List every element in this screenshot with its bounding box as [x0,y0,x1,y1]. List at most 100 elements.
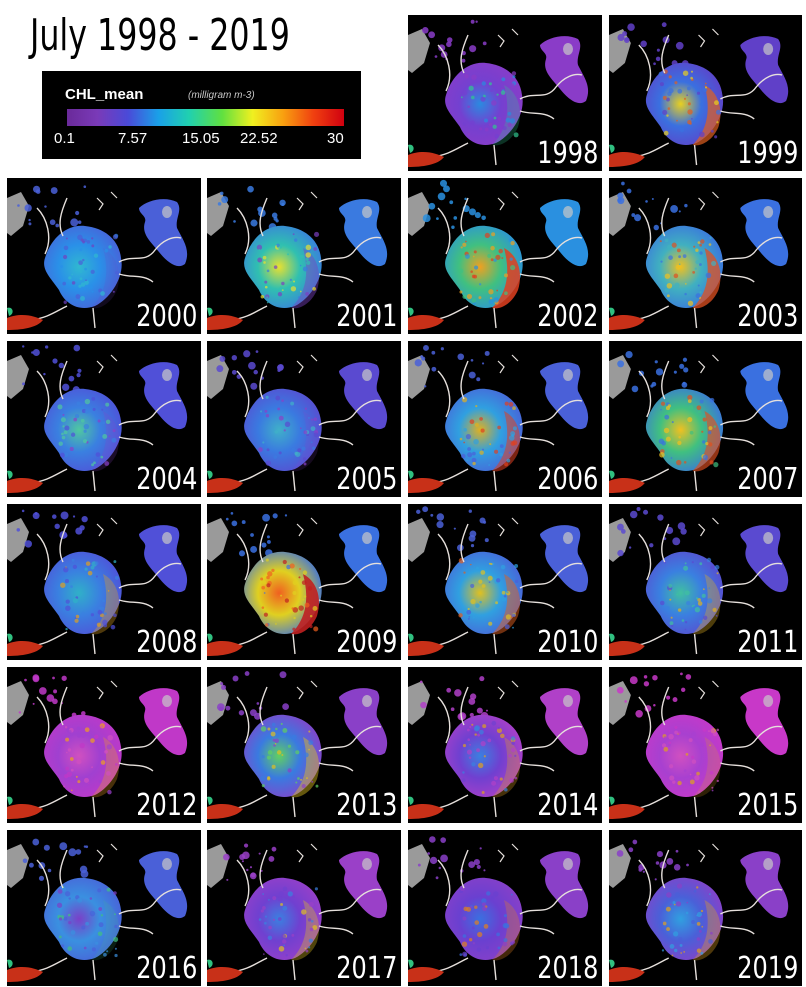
cloud-mask [609,844,631,888]
main-lake [645,225,724,309]
southwest-lake [408,151,444,167]
bloom-hotspot [692,900,721,961]
lake-map [207,185,388,330]
lake-map [7,509,188,656]
southwest-lake [207,966,243,982]
cloud-mask [609,355,631,399]
chlorophyll-map-panel: 2012 [7,667,201,823]
lake-map [609,672,789,819]
bloom-hotspot [692,85,721,146]
southwest-lake [7,803,43,819]
northeast-lake [540,688,589,756]
river-network [230,360,382,492]
lake-map [408,179,589,330]
river-network [230,849,382,981]
bloom-hotspot [692,574,721,635]
northeast-lake [339,851,388,919]
northeast-lake [540,362,589,430]
southwest-lake [7,314,43,330]
river-network [30,523,182,655]
lake-map [7,185,188,330]
chlorophyll-map-panel: 2016 [7,830,201,986]
panel-year-label: 2002 [536,299,598,334]
river-network [431,849,583,981]
bloom-hotspot [91,900,120,961]
southwest-lake [408,966,444,982]
main-lake [445,877,523,961]
cloud-mask [207,681,229,725]
chlorophyll-map-panel: 2018 [408,830,602,986]
river-network [230,197,382,329]
bloom-hotspot [91,411,120,472]
cloud-mask [207,192,229,236]
panel-year-label: 2016 [135,951,197,986]
panel-year-label: 2009 [335,625,397,660]
cloud-mask [408,355,430,399]
chlorophyll-map-panel: 2006 [408,341,602,497]
colorbar-tick-label: 0.1 [54,130,75,147]
chlorophyll-map-panel: 2015 [609,667,802,823]
river-network [230,523,382,655]
lake-map [408,836,589,982]
southwest-lake [408,314,444,330]
bloom-hotspot [492,411,521,472]
southwest-lake [7,966,43,982]
southwest-lake [609,477,645,493]
river-network [431,197,583,329]
river-network [431,686,583,818]
lake-map [408,676,589,819]
panel-year-label: 2015 [736,788,798,823]
cloud-mask [408,29,430,73]
colorbar-tick-label: 15.05 [182,130,220,147]
lake-map [408,19,589,167]
chlorophyll-map-panel: 2001 [207,178,401,334]
main-lake [244,551,322,635]
colorbar-tick-label: 7.57 [118,130,148,147]
chlorophyll-map-panel: 2011 [609,504,802,660]
panel-year-label: 2019 [736,951,798,986]
southwest-lake [609,803,645,819]
lake-map [7,838,188,982]
lake-map [408,344,589,493]
panel-year-label: 2012 [135,788,197,823]
southwest-lake [408,640,444,656]
figure-title: July 1998 - 2019 [30,10,290,61]
southwest-lake [609,151,645,167]
panel-year-label: 2014 [536,788,598,823]
chlorophyll-map-panel: 1999 [609,15,802,171]
main-lake [645,388,724,472]
chlorophyll-map-panel: 1998 [408,15,602,171]
northeast-lake [339,199,388,267]
bloom-hotspot [692,411,721,472]
colorbar-tick-label: 22.52 [240,130,278,147]
chlorophyll-map-panel: 2007 [609,341,802,497]
cloud-mask [7,192,29,236]
bloom-hotspot [291,248,320,309]
bloom-hotspot [91,248,120,309]
lake-map [207,671,388,819]
lake-map [609,507,789,656]
main-lake [645,551,724,635]
legend-variable-label: CHL_mean [65,86,144,103]
northeast-lake [139,199,188,267]
panel-year-label: 1999 [736,136,798,171]
lake-map [408,506,589,656]
chlorophyll-map-panel: 2017 [207,830,401,986]
panel-year-label: 2011 [736,625,798,660]
chlorophyll-map-panel: 2010 [408,504,602,660]
southwest-lake [207,314,243,330]
river-network [431,360,583,492]
chlorophyll-map-panel: 2004 [7,341,201,497]
lake-map [609,350,789,493]
northeast-lake [339,688,388,756]
northeast-lake [339,362,388,430]
main-lake [244,225,322,309]
northeast-lake [540,525,589,593]
southwest-lake [609,640,645,656]
lake-map [609,22,789,167]
panel-year-label: 2008 [135,625,197,660]
northeast-lake [540,851,589,919]
river-network [632,360,783,492]
lake-map [207,350,388,493]
